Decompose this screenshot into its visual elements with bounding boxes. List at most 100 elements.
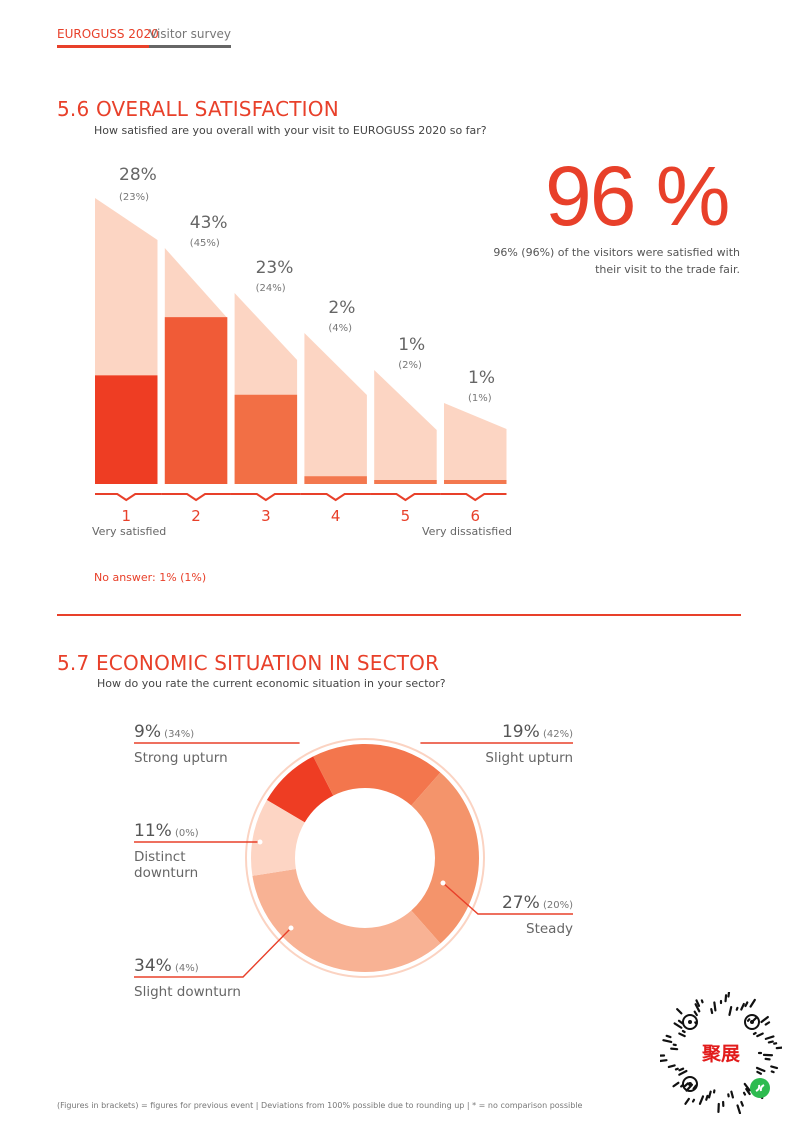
leader-dot (299, 740, 305, 746)
qr-mark (698, 1095, 705, 1105)
scale-number: 4 (331, 507, 341, 525)
bar-value-label: 2% (328, 298, 355, 318)
bar (374, 480, 437, 484)
leader-dot (288, 925, 294, 931)
qr-mark (752, 1031, 757, 1036)
leader-dot (440, 880, 446, 886)
scale-left-label: Very satisfied (92, 525, 166, 538)
qr-mark (749, 998, 756, 1008)
qr-mark (674, 1067, 679, 1071)
qr-mark (662, 1039, 673, 1044)
bar-value-label: 1% (398, 335, 425, 355)
qr-mark (730, 1090, 735, 1099)
bar (304, 476, 367, 484)
bar-previous-label: (24%) (256, 283, 286, 294)
qr-logo: 聚展 (660, 992, 782, 1114)
qr-mark (691, 1098, 696, 1103)
section-question-5-7: How do you rate the current economic sit… (97, 677, 446, 690)
qr-mark (678, 1069, 688, 1076)
no-answer-note: No answer: 1% (1%) (94, 571, 207, 584)
qr-mark (755, 1066, 766, 1073)
qr-mark (681, 1029, 686, 1034)
bar-previous-label: (45%) (190, 238, 220, 249)
logo-text: 聚展 (701, 1043, 740, 1065)
slice-percent: 11% (134, 821, 172, 841)
leader-line (134, 927, 292, 978)
economic-donut-chart: 9% (34%) Strong upturn 19% (42%) Slight upt… (134, 722, 573, 1000)
slice-name: Distinct (134, 849, 186, 865)
scale-bracket (300, 493, 371, 502)
header-brand: EUROGUSS 2020 (57, 27, 159, 48)
slice-percent: 9% (134, 722, 161, 742)
qr-mark (764, 1035, 775, 1040)
bar (164, 317, 228, 484)
scale-bracket (440, 493, 507, 502)
slice-percent: 34% (134, 956, 172, 976)
qr-mark (678, 1067, 685, 1072)
qr-mark (743, 1082, 751, 1092)
header-section: Visitor survey (149, 27, 232, 48)
footer-note: (Figures in brackets) = figures for prev… (57, 1101, 583, 1110)
qr-mark (713, 1001, 717, 1012)
qr-mark (710, 1007, 714, 1015)
scale-number: 1 (121, 507, 131, 525)
bar-value-label: 1% (468, 368, 495, 388)
qr-mark (728, 1006, 733, 1017)
slice-name: Slight upturn (485, 750, 573, 766)
satisfaction-bar-chart: 28% (23%) 1 43% (45%) 2 23% (24%) 3 2% (4%) 4 1% (2%)… (92, 165, 512, 538)
leader-dot (257, 839, 263, 845)
qr-mark (775, 1046, 782, 1050)
scale-bracket (230, 493, 301, 502)
qr-mark (683, 1082, 689, 1088)
slice-value-label: 9% (34%) (134, 722, 194, 742)
bar-previous-label: (4%) (328, 323, 352, 334)
section-divider (57, 614, 741, 616)
qr-mark (744, 1001, 749, 1008)
leader-dot (415, 740, 421, 746)
qr-mark (694, 1003, 701, 1013)
bar-background (304, 333, 367, 484)
qr-mark (672, 1081, 680, 1088)
scale-number: 2 (191, 507, 201, 525)
slice-percent: 27% (502, 893, 540, 913)
section-title-5-6: 5.6 OVERALL SATISFACTION (57, 97, 339, 121)
qr-mark (756, 1032, 764, 1038)
qr-mark (684, 1097, 690, 1105)
qr-mark (673, 1022, 683, 1029)
qr-mark (660, 1059, 668, 1063)
slice-name: Steady (526, 921, 573, 937)
section-question-5-6: How satisfied are you overall with your … (94, 124, 487, 137)
bar (234, 394, 298, 484)
bar-background (444, 403, 507, 484)
scale-number: 3 (261, 507, 271, 525)
bar-previous-label: (23%) (119, 192, 149, 203)
bar-value-label: 28% (119, 165, 157, 185)
qr-mark (770, 1070, 775, 1074)
qr-mark (727, 992, 731, 998)
qr-mark (756, 1070, 763, 1075)
slice-previous: (34%) (161, 729, 194, 740)
scale-number: 5 (401, 507, 411, 525)
qr-mark (740, 1002, 745, 1011)
slice-value-label: 27% (20%) (502, 893, 573, 913)
bar-value-label: 23% (256, 258, 294, 278)
highlight-value: 96 % (545, 149, 730, 243)
qr-mark (700, 999, 704, 1004)
qr-mark (745, 1087, 751, 1096)
slice-name: Strong upturn (134, 750, 228, 766)
qr-mark (735, 1006, 739, 1011)
scale-bracket (370, 493, 441, 502)
scale-bracket (161, 493, 231, 502)
slice-previous: (4%) (172, 963, 199, 974)
qr-mark (767, 1040, 774, 1044)
qr-mark (693, 1010, 698, 1017)
qr-mark (677, 1019, 684, 1025)
qr-mark (665, 1034, 672, 1039)
qr-mark (764, 1021, 771, 1026)
qr-mark (695, 999, 701, 1007)
qr-mark (667, 1064, 676, 1069)
qr-mark (736, 1104, 742, 1114)
slice-value-label: 34% (4%) (134, 956, 199, 976)
slice-percent: 19% (502, 722, 540, 742)
